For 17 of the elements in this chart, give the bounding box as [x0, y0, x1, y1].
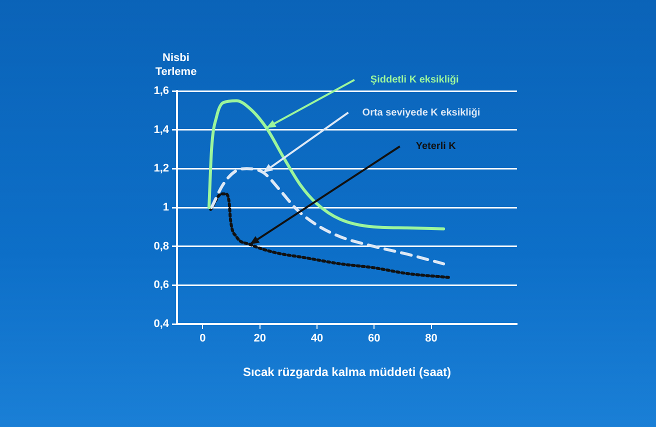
- y-tick-label: 0,6: [154, 279, 169, 292]
- x-axis-title: Sıcak rüzgarda kalma müddeti (saat): [242, 365, 452, 380]
- x-tick-label: 0: [200, 332, 206, 345]
- text: Şiddetli K eksikliği: [370, 74, 460, 86]
- text: Yeterli K: [416, 141, 457, 152]
- y-tick-label: 0,8: [154, 240, 169, 252]
- y-axis-title: Nisbi Terleme: [155, 52, 197, 78]
- y-tick-label: 1,4: [154, 124, 170, 136]
- y-tick-label: 0,4: [154, 318, 170, 330]
- text: Orta seviyede K eksikliği: [362, 107, 480, 118]
- y-tick-label: 1: [162, 202, 169, 214]
- x-tick-label: 40: [310, 332, 324, 345]
- x-tick-label: 60: [368, 332, 380, 345]
- y-tick-label: 1,6: [154, 85, 169, 98]
- y-tick-label: 1,2: [154, 162, 169, 175]
- x-tick-label: 80: [425, 332, 438, 345]
- x-tick-label: 20: [254, 332, 266, 345]
